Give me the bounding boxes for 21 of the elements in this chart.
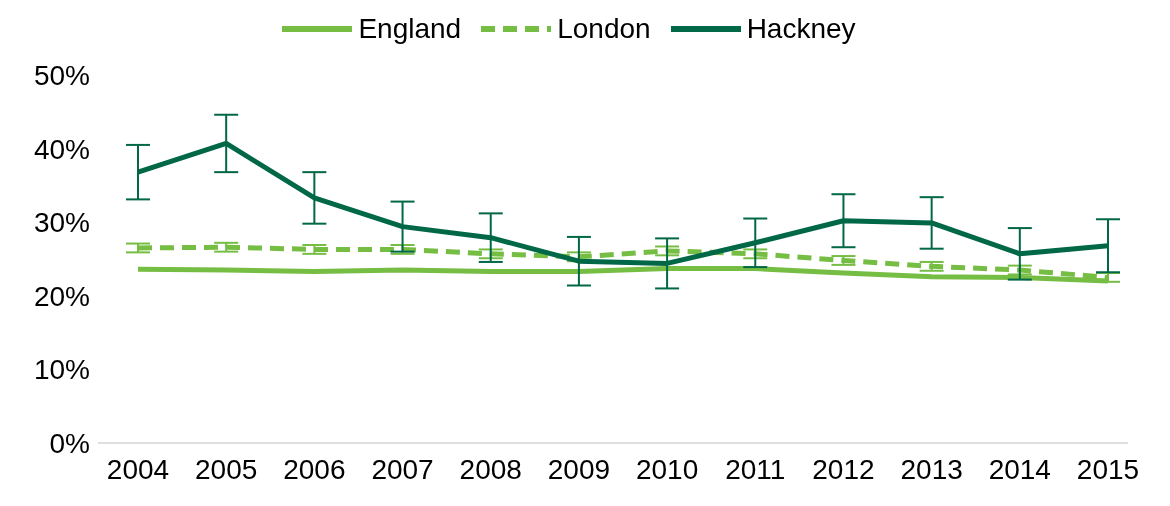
x-tick-label: 2013 [900,453,963,485]
x-tick-label: 2004 [106,453,170,485]
x-tick-label: 2005 [195,453,258,485]
x-tick-label: 2010 [635,453,699,485]
x-tick-label: 2006 [283,453,346,485]
y-tick-label: 10% [33,354,90,386]
y-tick-label: 50% [33,59,90,91]
x-tick-label: 2014 [988,453,1051,485]
y-tick-label: 20% [33,280,90,312]
y-tick-label: 30% [33,207,90,239]
y-tick-label: 0% [49,427,90,459]
legend-label: Hackney [746,13,856,45]
x-tick-label: 2007 [371,453,434,485]
x-tick-label: 2008 [459,453,522,485]
x-tick-label: 2012 [812,453,875,485]
x-tick-label: 2009 [547,453,611,485]
legend-label: England [358,13,462,45]
legend-label: London [557,13,651,45]
x-tick-label: 2015 [1076,453,1140,485]
y-tick-label: 40% [33,133,90,165]
x-tick-label: 2011 [725,453,786,485]
